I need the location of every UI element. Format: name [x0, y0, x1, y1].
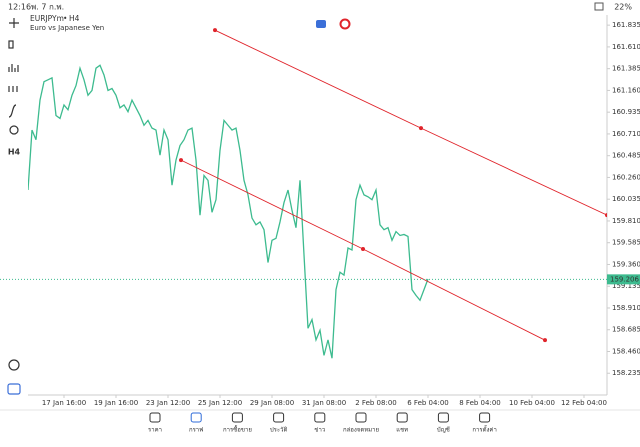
one-click-button[interactable] [339, 18, 351, 30]
x-tick-label: 10 Feb 04:00 [509, 399, 555, 407]
y-tick-label: 158.460 [612, 347, 640, 355]
bullet: • [63, 14, 67, 23]
trendline-anchor [605, 213, 607, 218]
nav-label[interactable]: ราคา [148, 427, 162, 434]
shapes-tool[interactable] [9, 125, 19, 135]
timeframe-tool[interactable]: H4 [8, 148, 21, 157]
trendline [214, 29, 607, 216]
nav-icon[interactable] [231, 412, 243, 423]
nav-label[interactable]: บัญชี [437, 426, 450, 434]
y-tick-label: 160.260 [612, 173, 640, 181]
timeframe[interactable]: H4 [69, 14, 80, 23]
y-tick-label: 161.610 [612, 43, 640, 51]
nav-icon[interactable] [190, 412, 202, 423]
current-price-box [607, 274, 640, 285]
x-tick-label: 6 Feb 04:00 [407, 399, 448, 407]
y-tick-label: 160.710 [612, 130, 640, 138]
status-time: 12:16 [8, 3, 31, 12]
y-tick-label: 161.835 [612, 21, 640, 29]
nav-label[interactable]: ประวัติ [270, 427, 288, 434]
price-line [28, 64, 429, 359]
speed-tool[interactable] [8, 359, 20, 371]
left-toolbar [7, 18, 21, 395]
app-tool[interactable] [7, 383, 21, 395]
current-price-label: 159.206 [610, 275, 639, 283]
y-tick-label: 158.685 [612, 326, 640, 334]
status-battery: 22% [614, 3, 632, 12]
y-tick-label: 159.810 [612, 217, 640, 225]
wifi-icon [594, 2, 604, 11]
objects-tool[interactable] [8, 86, 18, 92]
x-tick-label: 31 Jan 08:00 [302, 399, 346, 407]
y-tick-label: 159.135 [612, 282, 640, 290]
nav-icon[interactable] [273, 412, 285, 423]
nav-icon[interactable] [479, 412, 491, 423]
nav-icon[interactable] [355, 412, 367, 423]
y-tick-label: 158.235 [612, 369, 640, 377]
y-tick-label: 158.910 [612, 304, 640, 312]
x-tick-label: 8 Feb 04:00 [459, 399, 500, 407]
nav-icon[interactable] [314, 412, 326, 423]
symbol[interactable]: EURJPYm [30, 14, 64, 23]
x-tick-label: 25 Jan 12:00 [198, 399, 242, 407]
nav-label[interactable]: กล่องจดหมาย [343, 427, 379, 434]
y-tick-label: 161.160 [612, 86, 640, 94]
function-tool[interactable] [8, 104, 17, 118]
y-tick-label: 160.035 [612, 195, 640, 203]
x-tick-label: 12 Feb 04:00 [561, 399, 607, 407]
nav-icon[interactable] [149, 412, 161, 423]
x-tick-label: 23 Jan 12:00 [146, 399, 190, 407]
nav-icon[interactable] [437, 412, 449, 423]
nav-label[interactable]: ข่าว [314, 427, 325, 434]
trendline-anchor [543, 338, 547, 343]
x-tick-label: 17 Jan 16:00 [42, 399, 86, 407]
x-tick-label: 29 Jan 08:00 [250, 399, 294, 407]
y-tick-label: 159.585 [612, 239, 640, 247]
x-tick-label: 19 Jan 16:00 [94, 399, 138, 407]
y-tick-label: 161.385 [612, 65, 640, 73]
trendline-anchor [419, 126, 423, 131]
chart-type-tool[interactable] [8, 40, 14, 49]
sell-button[interactable] [316, 20, 326, 28]
y-tick-label: 159.360 [612, 260, 640, 268]
x-tick-label: 2 Feb 08:00 [355, 399, 396, 407]
nav-label[interactable]: การตั้งค่า [472, 424, 496, 434]
y-tick-label: 160.935 [612, 108, 640, 116]
y-tick-label: 160.485 [612, 152, 640, 160]
trendline-anchor [361, 246, 365, 251]
nav-label[interactable]: แชท [396, 427, 408, 434]
nav-label[interactable]: การซื้อขาย [223, 424, 252, 434]
status-date: พ. 7 ก.พ. [31, 3, 64, 12]
plot-area [28, 28, 607, 359]
trendline-anchor [179, 158, 183, 163]
nav-label[interactable]: กราฟ [189, 427, 203, 434]
crosshair-tool[interactable] [9, 18, 19, 28]
indicators-tool[interactable] [8, 64, 19, 72]
nav-icon[interactable] [396, 412, 408, 423]
description: Euro vs Japanese Yen [30, 24, 104, 32]
trendline-anchor [213, 28, 217, 33]
